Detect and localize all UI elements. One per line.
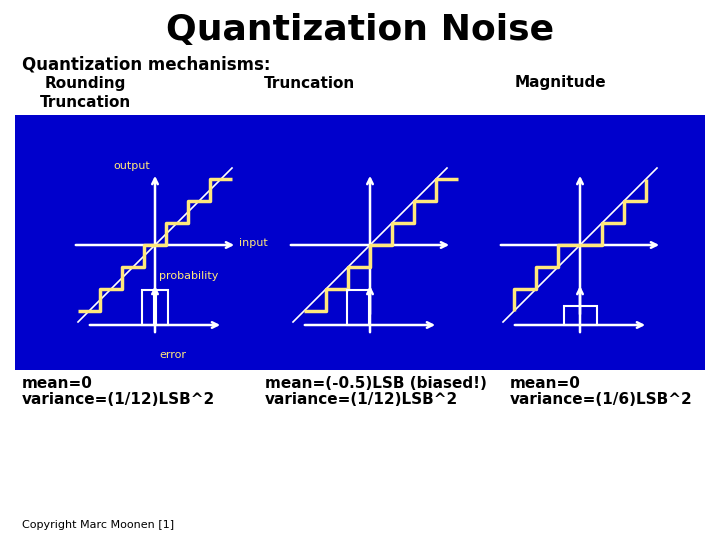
Text: mean=0: mean=0 (22, 375, 93, 390)
Text: variance=(1/12)LSB^2: variance=(1/12)LSB^2 (22, 393, 215, 408)
Text: input: input (239, 238, 268, 248)
Bar (347, 290, 369, 325)
Text: Magnitude: Magnitude (514, 76, 606, 91)
Text: Quantization Noise: Quantization Noise (166, 13, 554, 47)
Text: mean=(-0.5)LSB (biased!): mean=(-0.5)LSB (biased!) (265, 375, 487, 390)
Text: variance=(1/6)LSB^2: variance=(1/6)LSB^2 (510, 393, 693, 408)
Text: error: error (159, 350, 186, 360)
Text: Truncation: Truncation (264, 76, 356, 91)
Bar (15, 115, 705, 370)
Bar (564, 306, 596, 325)
Text: variance=(1/12)LSB^2: variance=(1/12)LSB^2 (265, 393, 458, 408)
Text: Rounding
Truncation: Rounding Truncation (40, 76, 130, 110)
Text: mean=0: mean=0 (510, 375, 581, 390)
Text: probability: probability (159, 271, 218, 281)
Bar (142, 290, 154, 325)
Text: output: output (113, 161, 150, 171)
Text: Copyright Marc Moonen [1]: Copyright Marc Moonen [1] (22, 520, 174, 530)
Text: Quantization mechanisms:: Quantization mechanisms: (22, 56, 271, 74)
Bar (156, 290, 168, 325)
